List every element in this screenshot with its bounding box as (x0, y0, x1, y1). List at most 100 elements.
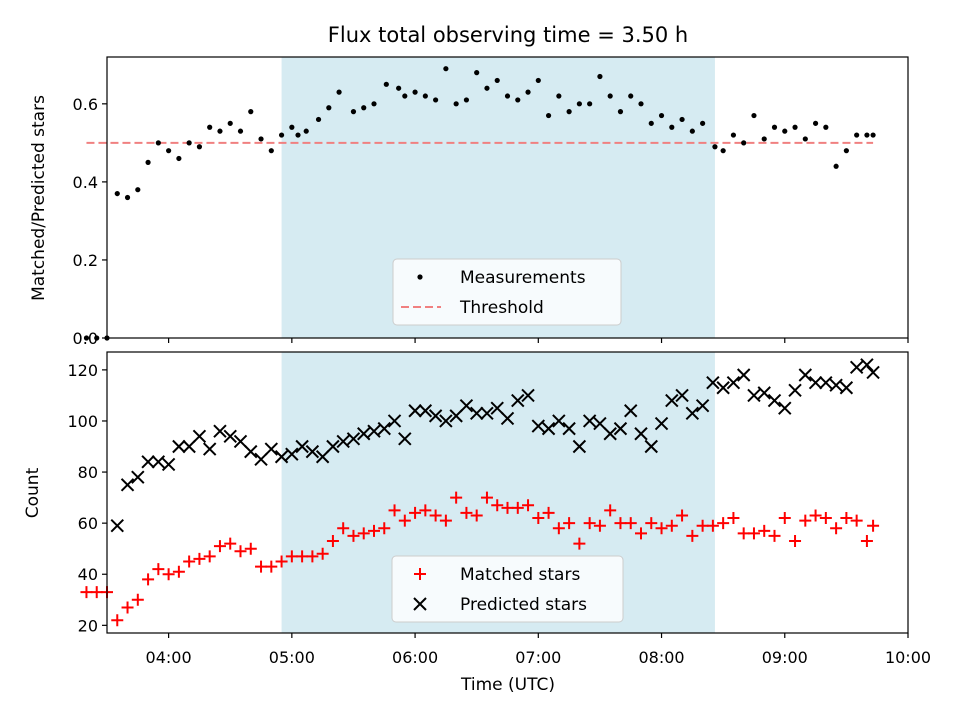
measurement-point (720, 148, 726, 154)
matched-star-point (789, 535, 802, 548)
predicted-star-point (685, 406, 700, 421)
matched-star-point (398, 514, 411, 527)
matched-star-point (172, 565, 185, 578)
matched-star-point (747, 527, 760, 540)
matched-star-point (213, 540, 226, 553)
measurement-point (289, 124, 295, 130)
matched-star-point (306, 550, 319, 563)
legend-matched-label: Matched stars (460, 565, 580, 585)
matched-star-point (326, 535, 339, 548)
measurement-point (83, 335, 90, 341)
measurement-point (870, 132, 876, 138)
predicted-star-point (110, 519, 124, 533)
predicted-star-point (603, 427, 617, 441)
measurement-point (303, 128, 309, 134)
matched-star-point (480, 491, 493, 504)
matched-star-point (768, 529, 781, 542)
matched-star-point (111, 614, 124, 627)
predicted-star-point (469, 406, 484, 421)
measurement-point (237, 128, 244, 134)
matched-star-point (121, 601, 134, 614)
legend-matched-marker (414, 568, 426, 580)
measurement-point (217, 128, 223, 134)
predicted-star-point (562, 421, 576, 436)
measurement-point (761, 136, 767, 142)
bottom-y-axis-label: Count (23, 467, 43, 518)
matched-star-point (316, 547, 329, 560)
predicted-star-point (541, 421, 556, 436)
measurement-point (336, 89, 342, 95)
matched-star-point (193, 552, 206, 565)
predicted-star-point (716, 381, 730, 395)
matched-star-point (799, 514, 812, 527)
measurement-point (587, 101, 593, 107)
matched-star-point (583, 517, 596, 530)
bottom-x-tick-label: 10:00 (885, 648, 931, 667)
measurement-point (700, 120, 706, 126)
predicted-star-point (839, 381, 854, 395)
matched-star-point (470, 509, 483, 522)
bottom-y-tick-label: 60 (78, 514, 98, 533)
matched-star-point (162, 568, 175, 581)
predicted-star-point (654, 416, 669, 431)
matched-star-point (522, 499, 535, 512)
measurement-point (295, 132, 301, 138)
measurement-point (617, 109, 624, 115)
matched-star-point (142, 573, 155, 586)
measurement-point (566, 109, 572, 115)
bottom-y-tick-label: 100 (67, 412, 98, 431)
top-y-tick-label: 0.6 (73, 95, 98, 114)
bottom-x-tick-label: 07:00 (515, 648, 561, 667)
legend-measurements-label: Measurements (460, 268, 586, 288)
measurement-point (607, 93, 613, 99)
predicted-star-point (254, 452, 268, 466)
matched-star-point (727, 512, 740, 525)
bottom-panel: 20 40 60 80 100 120 04:00 05:00 06:00 07:00 08:00… (23, 351, 931, 695)
matched-star-point (737, 527, 750, 540)
measurement-point (712, 144, 718, 150)
matched-star-point (460, 506, 473, 519)
top-axes-frame (106, 56, 909, 339)
predicted-star-point (357, 427, 371, 441)
predicted-star-point (644, 439, 658, 454)
predicted-star-point (418, 404, 433, 418)
predicted-star-point (860, 358, 874, 372)
chart-title: Flux total observing time = 3.50 h (328, 23, 688, 47)
measurement-point (792, 124, 798, 130)
matched-star-point (850, 514, 863, 527)
measurement-point (843, 148, 849, 154)
bottom-y-tick-label: 80 (78, 463, 98, 482)
x-axis-label: Time (UTC) (460, 675, 555, 695)
predicted-star-point (285, 447, 299, 461)
measurement-point (258, 136, 264, 142)
matched-star-point (357, 527, 370, 540)
matched-star-point (860, 535, 873, 548)
predicted-star-point (428, 409, 443, 423)
predicted-star-point (531, 419, 546, 433)
matched-star-point (203, 550, 216, 563)
predicted-star-point (398, 432, 412, 446)
matched-star-point (429, 509, 442, 522)
predicted-star-point (747, 388, 761, 403)
predicted-star-point (706, 375, 720, 390)
measurement-point (443, 66, 449, 72)
measurement-point (823, 124, 829, 130)
matched-star-point (696, 519, 709, 532)
legend-threshold-label: Threshold (459, 298, 544, 318)
measurement-point (689, 128, 695, 134)
measurement-point (124, 194, 131, 201)
measurement-point (176, 155, 182, 162)
matched-star-point (717, 517, 730, 530)
measurement-point (145, 159, 151, 165)
matched-star-point (593, 519, 606, 532)
matched-star-point (265, 560, 278, 573)
measurement-point (494, 77, 500, 84)
matched-star-point (419, 504, 432, 517)
top-y-tick-label: 0.2 (73, 251, 98, 270)
predicted-star-point (387, 414, 402, 428)
bottom-x-tick-label: 06:00 (392, 648, 438, 667)
bottom-y-ticks: 20 40 60 80 100 120 (67, 361, 107, 635)
measurement-point (326, 105, 332, 111)
measurement-point (556, 93, 562, 99)
predicted-star-point (593, 416, 607, 431)
